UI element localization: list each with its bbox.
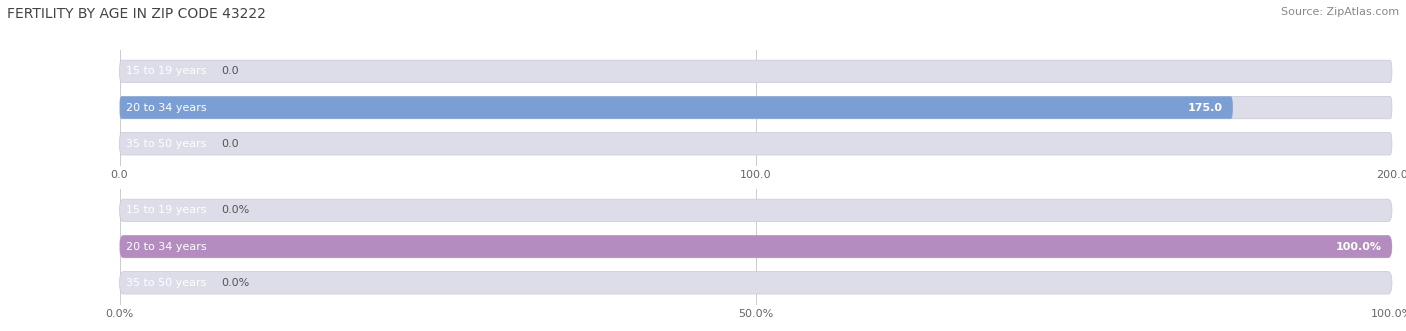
Text: 0.0: 0.0 [221,139,239,149]
FancyBboxPatch shape [120,199,1392,222]
FancyBboxPatch shape [120,271,1392,294]
Text: 15 to 19 years: 15 to 19 years [127,67,207,76]
FancyBboxPatch shape [120,60,1392,83]
FancyBboxPatch shape [120,96,1233,119]
FancyBboxPatch shape [120,96,1392,119]
Text: 35 to 50 years: 35 to 50 years [127,278,207,288]
FancyBboxPatch shape [120,132,1392,155]
FancyBboxPatch shape [120,235,1392,258]
Text: 0.0%: 0.0% [221,278,249,288]
Text: 20 to 34 years: 20 to 34 years [127,103,207,113]
Text: Source: ZipAtlas.com: Source: ZipAtlas.com [1281,7,1399,17]
FancyBboxPatch shape [120,235,1392,258]
Text: 175.0: 175.0 [1188,103,1223,113]
Text: 35 to 50 years: 35 to 50 years [127,139,207,149]
Text: FERTILITY BY AGE IN ZIP CODE 43222: FERTILITY BY AGE IN ZIP CODE 43222 [7,7,266,21]
Text: 100.0%: 100.0% [1336,242,1382,252]
Text: 0.0%: 0.0% [221,206,249,215]
Text: 20 to 34 years: 20 to 34 years [127,242,207,252]
Text: 15 to 19 years: 15 to 19 years [127,206,207,215]
Text: 0.0: 0.0 [221,67,239,76]
